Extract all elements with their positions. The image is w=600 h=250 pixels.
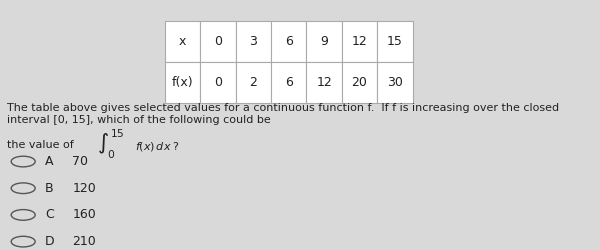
Text: 0: 0 <box>214 35 222 48</box>
FancyBboxPatch shape <box>342 21 377 62</box>
Text: 70: 70 <box>72 155 88 168</box>
Text: 30: 30 <box>387 76 403 89</box>
Text: C: C <box>45 208 54 222</box>
Text: $f(x)\,dx\;?$: $f(x)\,dx\;?$ <box>135 140 179 153</box>
Text: x: x <box>179 35 186 48</box>
FancyBboxPatch shape <box>271 21 307 62</box>
FancyBboxPatch shape <box>377 62 413 103</box>
FancyBboxPatch shape <box>165 21 200 62</box>
Text: The table above gives selected values for a continuous function f.  If f is incr: The table above gives selected values fo… <box>7 103 559 125</box>
FancyBboxPatch shape <box>377 21 413 62</box>
FancyBboxPatch shape <box>307 62 342 103</box>
Text: 20: 20 <box>352 76 367 89</box>
Text: 120: 120 <box>72 182 96 195</box>
Text: 0: 0 <box>214 76 222 89</box>
Text: 12: 12 <box>316 76 332 89</box>
Text: the value of: the value of <box>7 140 74 150</box>
Text: 6: 6 <box>285 76 293 89</box>
Text: A: A <box>45 155 53 168</box>
Text: 9: 9 <box>320 35 328 48</box>
Text: D: D <box>45 235 55 248</box>
FancyBboxPatch shape <box>200 62 236 103</box>
Text: 12: 12 <box>352 35 367 48</box>
Text: 210: 210 <box>72 235 96 248</box>
FancyBboxPatch shape <box>307 21 342 62</box>
Text: $\int_0^{15}$: $\int_0^{15}$ <box>97 128 124 161</box>
Text: B: B <box>45 182 53 195</box>
Text: f(x): f(x) <box>172 76 193 89</box>
Text: 6: 6 <box>285 35 293 48</box>
Text: 3: 3 <box>250 35 257 48</box>
FancyBboxPatch shape <box>236 62 271 103</box>
Text: 15: 15 <box>387 35 403 48</box>
FancyBboxPatch shape <box>165 62 200 103</box>
FancyBboxPatch shape <box>236 21 271 62</box>
Text: 2: 2 <box>250 76 257 89</box>
FancyBboxPatch shape <box>271 62 307 103</box>
FancyBboxPatch shape <box>342 62 377 103</box>
Text: 160: 160 <box>72 208 96 222</box>
FancyBboxPatch shape <box>200 21 236 62</box>
